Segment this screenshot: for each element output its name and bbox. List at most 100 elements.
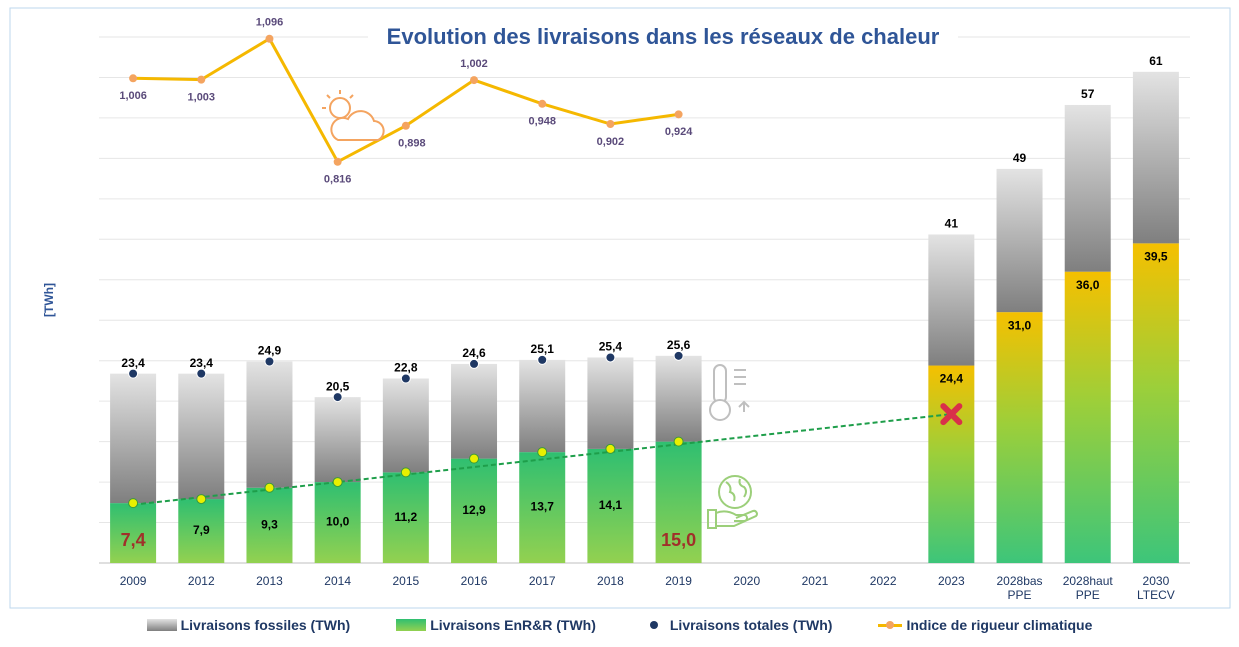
- index-marker: [333, 157, 342, 166]
- enr-marker: [128, 498, 139, 509]
- bar-fossil: [382, 378, 429, 473]
- x-tick-label: 2023: [937, 574, 965, 588]
- total-label: 25,6: [667, 338, 691, 352]
- enr-label: 24,4: [940, 372, 964, 386]
- x-tick-label: 2018: [597, 574, 624, 588]
- bar-fossil: [246, 361, 293, 488]
- total-label: 23,4: [190, 356, 214, 370]
- title-bg: [368, 22, 958, 52]
- total-marker: [400, 373, 411, 384]
- index-label: 0,948: [528, 116, 556, 128]
- bar-enr: [110, 503, 157, 563]
- target-cross: [940, 403, 963, 426]
- bar-enr: [996, 312, 1043, 563]
- enr-label: 13,7: [531, 500, 555, 514]
- legend-label: Livraisons totales (TWh): [669, 617, 833, 633]
- total-label: 24,6: [462, 346, 486, 360]
- bar-enr: [928, 365, 975, 563]
- total-label: 25,4: [599, 340, 623, 354]
- frame: [9, 7, 1231, 609]
- bar-enr: [451, 458, 498, 563]
- total-label: 41: [945, 217, 959, 231]
- total-label: 49: [1013, 151, 1027, 165]
- index-marker: [538, 99, 547, 108]
- index-label: 0,898: [398, 138, 426, 150]
- legend-item: Livraisons totales (TWh): [642, 617, 833, 633]
- legend-label: Livraisons EnR&R (TWh): [430, 617, 596, 633]
- total-marker: [469, 358, 480, 369]
- total-marker: [196, 368, 207, 379]
- total-marker: [537, 354, 548, 365]
- total-label: 24,9: [258, 344, 282, 358]
- x-tick-label: 2009: [119, 574, 147, 588]
- x-tick-label: 2017: [528, 574, 556, 588]
- legend-swatch: [146, 619, 177, 631]
- index-marker: [674, 110, 683, 119]
- chart-title: Evolution des livraisons dans les réseau…: [387, 24, 940, 49]
- enr-label: 7,4: [121, 530, 146, 550]
- enr-marker: [537, 447, 548, 458]
- bar-enr: [246, 487, 293, 563]
- legend: Livraisons fossiles (TWh) Livraisons EnR&…: [0, 617, 1239, 633]
- total-marker: [264, 356, 275, 367]
- bar-fossil: [1132, 71, 1179, 244]
- legend-swatch: [878, 620, 903, 629]
- index-label: 1,002: [460, 58, 488, 70]
- legend-label: Indice de rigueur climatique: [906, 617, 1093, 633]
- index-label: 0,816: [324, 174, 352, 186]
- legend-swatch: [396, 619, 427, 631]
- enr-label: 12,9: [462, 503, 486, 517]
- weather-icon: [322, 90, 385, 141]
- bar-enr: [1064, 271, 1111, 563]
- x-tick-label: 2022: [869, 574, 897, 588]
- bar-fossil: [519, 359, 566, 453]
- x-tick-label: 2014: [324, 574, 351, 588]
- index-marker: [197, 75, 206, 84]
- x-tick-label: 2013: [256, 574, 283, 588]
- bar-fossil: [1064, 104, 1111, 272]
- globe-hand-icon: [707, 475, 758, 529]
- legend-item: Indice de rigueur climatique: [878, 617, 1092, 633]
- enr-label: 9,3: [261, 518, 278, 532]
- bar-fossil: [451, 363, 498, 459]
- legend-swatch: [649, 621, 658, 629]
- x-tick-label: 2016: [460, 574, 488, 588]
- bar-fossil: [314, 397, 361, 483]
- bar-enr: [314, 482, 361, 563]
- bar-enr: [1132, 243, 1179, 563]
- total-marker: [332, 392, 343, 403]
- total-label: 25,1: [531, 342, 555, 356]
- enr-label: 7,9: [193, 523, 210, 537]
- bar-fossil: [178, 373, 225, 500]
- index-label: 0,902: [597, 136, 625, 148]
- x-tick-label: 2012: [187, 574, 215, 588]
- legend-item: Livraisons EnR&R (TWh): [396, 617, 596, 633]
- x-tick-label: 2020: [733, 574, 761, 588]
- x-tick-label: 2021: [801, 574, 829, 588]
- total-marker: [673, 350, 684, 361]
- enr-label: 39,5: [1144, 250, 1168, 264]
- enr-label: 15,0: [661, 530, 696, 550]
- enr-label: 14,1: [599, 498, 623, 512]
- index-marker: [606, 120, 615, 129]
- bar-enr: [655, 441, 702, 563]
- total-marker: [605, 352, 616, 363]
- legend-label: Livraisons fossiles (TWh): [180, 617, 351, 633]
- enr-label: 10,0: [326, 515, 350, 529]
- enr-label: 11,2: [394, 510, 417, 524]
- index-marker: [401, 121, 410, 130]
- bar-fossil: [655, 355, 702, 442]
- enr-marker: [400, 467, 411, 478]
- enr-label: 31,0: [1008, 318, 1032, 332]
- x-tick-label: 2028bas PPE: [996, 574, 1043, 602]
- index-label: 0,924: [665, 126, 693, 138]
- enr-label: 36,0: [1076, 278, 1100, 292]
- x-tick-label: 2028haut PPE: [1062, 574, 1113, 602]
- bar-enr: [587, 448, 634, 563]
- enr-marker: [673, 436, 684, 447]
- x-tick-label: 2030 LTECV: [1137, 574, 1175, 602]
- bar-enr: [519, 452, 566, 563]
- enr-marker: [196, 494, 207, 505]
